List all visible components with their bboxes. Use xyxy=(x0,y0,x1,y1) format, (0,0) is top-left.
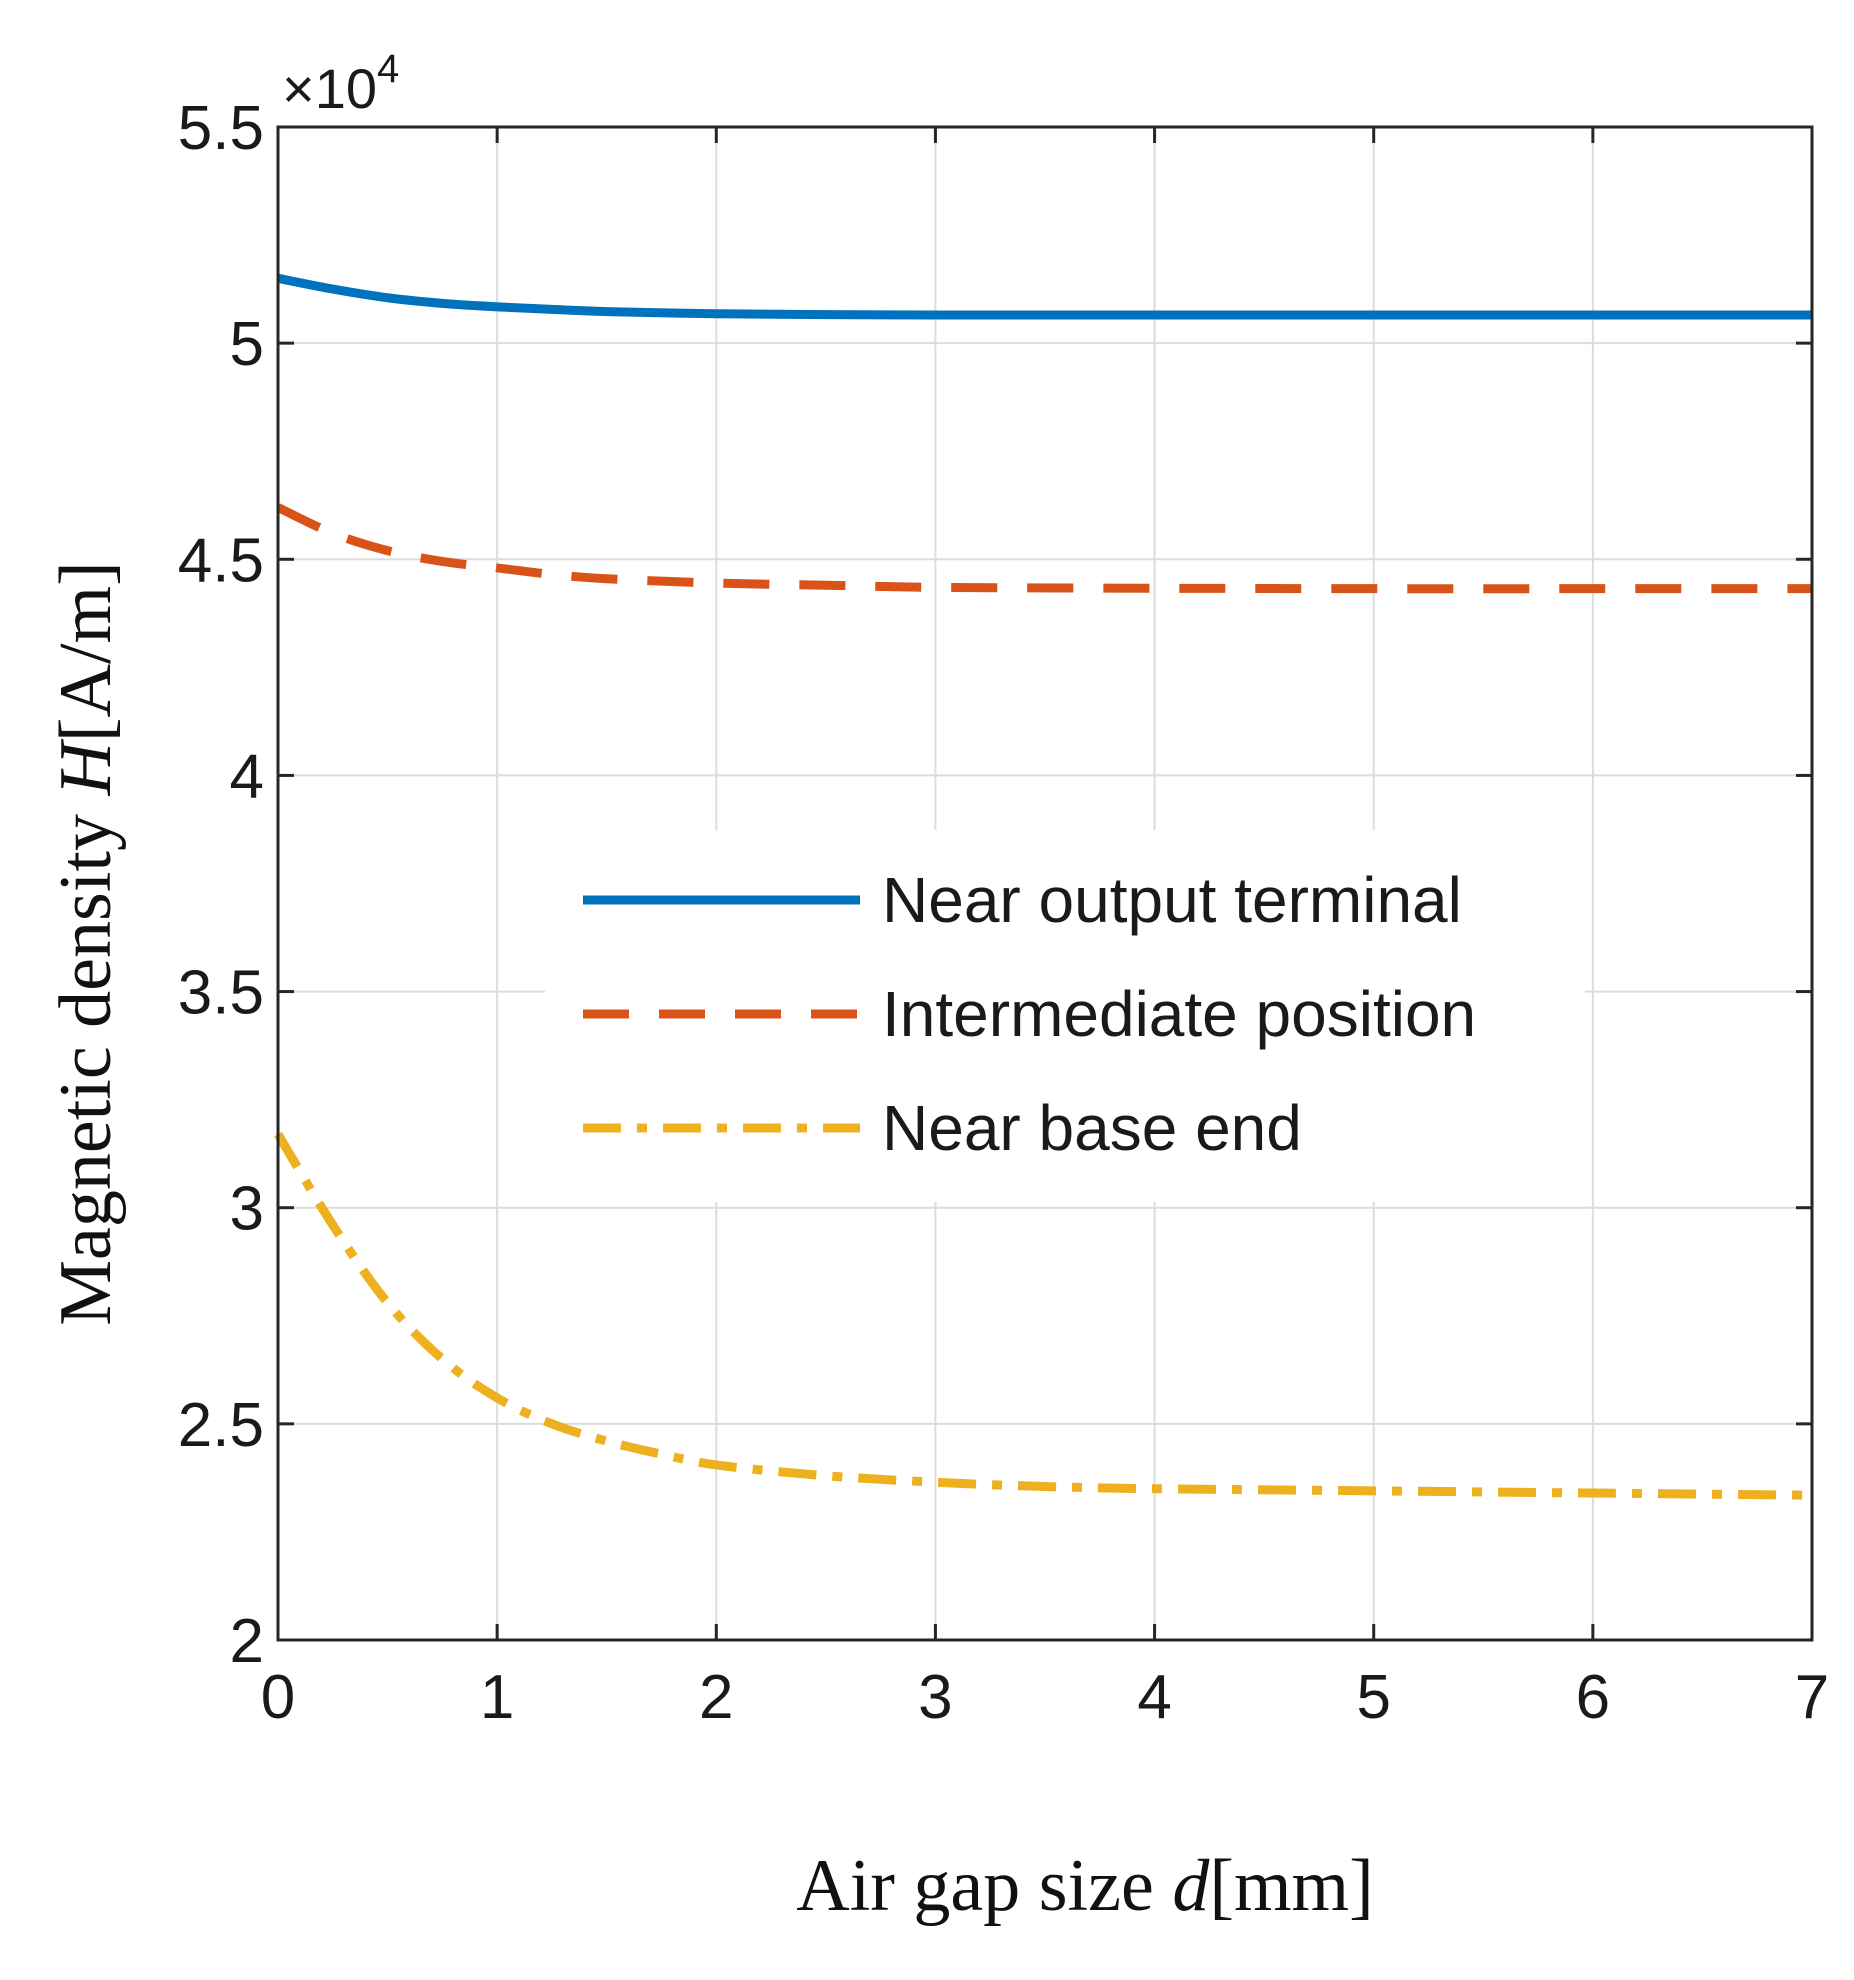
legend-label: Intermediate position xyxy=(882,978,1476,1050)
series-line-near-output-terminal xyxy=(277,273,1812,320)
y-axis-title-variable: H xyxy=(45,739,127,797)
series-lines xyxy=(274,273,1813,1500)
series-line-intermediate-position xyxy=(276,503,1812,594)
y-axis-title-unit: [A/m] xyxy=(45,561,127,742)
x-tick-label: 1 xyxy=(480,1663,514,1732)
x-tick-label: 2 xyxy=(699,1663,733,1732)
y-tick-label: 3.5 xyxy=(178,959,264,1028)
y-multiplier-exponent: 4 xyxy=(377,47,399,91)
x-axis-title: Air gap size d[mm] xyxy=(796,1845,1373,1927)
x-tick-label: 7 xyxy=(1795,1663,1829,1732)
x-tick-label: 5 xyxy=(1356,1663,1390,1732)
y-tick-label: 4.5 xyxy=(178,526,264,595)
series-line-near-base-end xyxy=(274,1131,1813,1500)
legend-label: Near output terminal xyxy=(882,864,1462,936)
legend-background xyxy=(545,830,1585,1202)
y-axis-title: Magnetic density H[A/m] xyxy=(45,561,127,1326)
y-tick-label: 5 xyxy=(230,310,264,379)
y-tick-label: 3 xyxy=(230,1175,264,1244)
y-tick-label: 2.5 xyxy=(178,1391,264,1460)
y-tick-label: 2 xyxy=(230,1607,264,1676)
y-tick-label: 4 xyxy=(230,742,264,811)
plot-frame xyxy=(276,125,1814,1642)
legend-label: Near base end xyxy=(882,1092,1302,1164)
y-axis-multiplier: ×104 xyxy=(282,47,399,120)
x-axis-title-variable: d xyxy=(1172,1845,1210,1927)
x-tick-label: 3 xyxy=(918,1663,952,1732)
y-tick-label: 5.5 xyxy=(178,94,264,163)
x-tick-label: 6 xyxy=(1576,1663,1610,1732)
y-multiplier-base: ×10 xyxy=(282,57,377,120)
x-tick-label: 0 xyxy=(261,1663,295,1732)
x-axis-title-prefix: Air gap size xyxy=(796,1845,1172,1927)
x-axis-title-unit: [mm] xyxy=(1209,1845,1373,1927)
x-tick-label: 4 xyxy=(1137,1663,1171,1732)
y-axis-title-prefix: Magnetic density xyxy=(45,796,127,1326)
axis-ticks: 0 1 2 3 4 5 6 7 2 2.5 3 3.5 4 4.5 5 5.5 xyxy=(178,94,1829,1732)
legend: Near output terminal Intermediate positio… xyxy=(583,864,1476,1164)
